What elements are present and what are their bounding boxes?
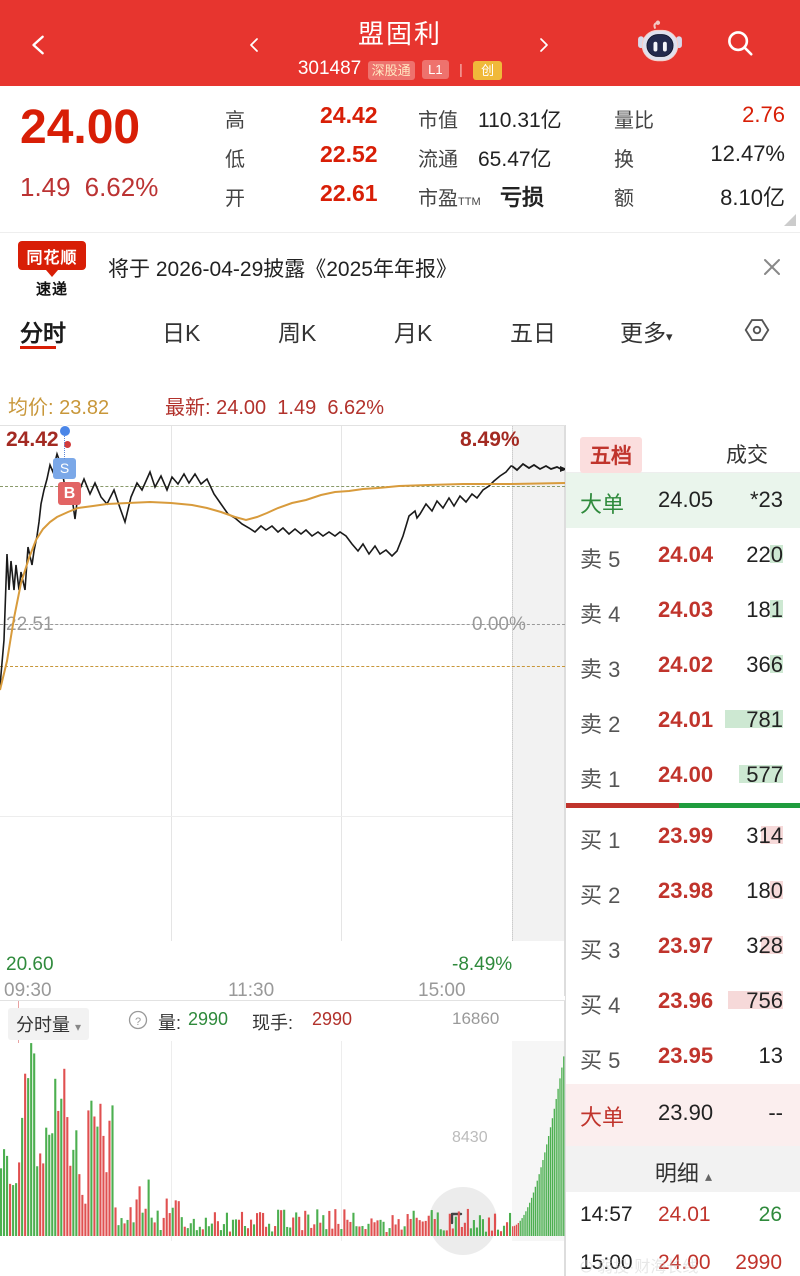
svg-text:?: ? <box>135 1016 141 1028</box>
